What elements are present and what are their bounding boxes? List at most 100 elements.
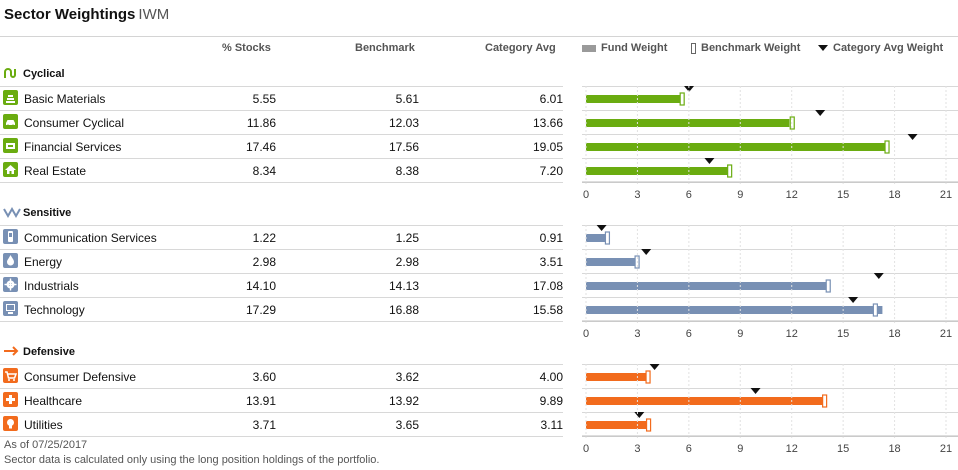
consumer-defensive-icon xyxy=(3,368,18,383)
benchmark-weight-marker xyxy=(789,116,795,130)
stocks-value: 5.55 xyxy=(252,92,276,106)
legend-benchmark: Benchmark Weight xyxy=(691,42,800,54)
category-value: 4.00 xyxy=(539,370,563,384)
sensitive-icon xyxy=(3,205,21,219)
fund-weight-bar xyxy=(586,397,825,405)
axis-tick-label: 6 xyxy=(686,443,692,455)
as-of-date: As of 07/25/2017 xyxy=(4,439,88,451)
axis-tick-label: 3 xyxy=(634,443,640,455)
category-value: 13.66 xyxy=(532,116,563,130)
axis-tick-label: 21 xyxy=(940,328,952,340)
row-divider-chart xyxy=(582,134,958,135)
fund-weight-bar xyxy=(586,282,828,290)
sector-name: Consumer Cyclical xyxy=(24,116,125,130)
benchmark-value: 8.38 xyxy=(395,164,419,178)
row-divider-chart xyxy=(582,182,958,183)
row-divider xyxy=(0,182,563,183)
legend-fund-label: Fund Weight xyxy=(601,42,668,54)
category-value: 0.91 xyxy=(539,231,563,245)
stocks-value: 17.29 xyxy=(245,303,276,317)
technology-icon xyxy=(3,301,18,316)
defensive-icon xyxy=(3,344,21,358)
axis-tick-label: 0 xyxy=(583,443,589,455)
axis-tick-label: 15 xyxy=(837,189,849,201)
category-value: 9.89 xyxy=(539,394,563,408)
benchmark-value: 1.25 xyxy=(395,231,419,245)
category-avg-swatch xyxy=(818,45,828,52)
col-header-benchmark: Benchmark xyxy=(355,42,415,54)
axis-tick-label: 18 xyxy=(888,443,900,455)
utilities-icon xyxy=(3,416,18,431)
benchmark-value: 16.88 xyxy=(388,303,419,317)
basic-materials-icon xyxy=(3,90,18,105)
axis-tick-label: 18 xyxy=(888,328,900,340)
row-divider xyxy=(0,110,563,111)
axis-tick-label: 21 xyxy=(940,443,952,455)
real-estate-icon xyxy=(3,162,18,177)
group-label-defensive: Defensive xyxy=(23,346,75,358)
row-divider xyxy=(0,388,563,389)
energy-icon xyxy=(3,253,18,268)
axis-tick-label: 3 xyxy=(634,189,640,201)
financial-services-icon xyxy=(3,138,18,153)
benchmark-value: 2.98 xyxy=(395,255,419,269)
benchmark-value: 3.65 xyxy=(395,418,419,432)
consumer-cyclical-icon xyxy=(3,114,18,129)
group-divider-chart xyxy=(582,86,958,87)
page-title: Sector Weightings IWM xyxy=(4,6,169,23)
benchmark-weight-marker xyxy=(645,370,651,384)
row-divider-chart xyxy=(582,388,958,389)
axis-tick-label: 0 xyxy=(583,328,589,340)
cyclical-icon xyxy=(3,66,21,80)
axis-tick-label: 9 xyxy=(737,443,743,455)
benchmark-weight-marker xyxy=(679,92,685,106)
stocks-value: 11.86 xyxy=(246,116,276,130)
row-divider xyxy=(0,273,563,274)
benchmark-value: 17.56 xyxy=(388,140,419,154)
sector-name: Healthcare xyxy=(24,394,83,408)
group-divider xyxy=(0,364,563,365)
fund-weight-bar xyxy=(586,306,883,314)
group-divider xyxy=(0,86,563,87)
fund-weight-bar xyxy=(586,95,682,103)
stocks-value: 14.10 xyxy=(245,279,276,293)
stocks-value: 3.71 xyxy=(252,418,276,432)
row-divider-chart xyxy=(582,273,958,274)
row-divider xyxy=(0,436,563,437)
industrials-icon xyxy=(3,277,18,292)
category-value: 3.51 xyxy=(539,255,563,269)
axis-tick-label: 21 xyxy=(940,189,952,201)
sector-name: Industrials xyxy=(24,279,79,293)
row-divider xyxy=(0,321,563,322)
row-divider xyxy=(0,412,563,413)
benchmark-weight-marker xyxy=(645,418,652,432)
benchmark-weight-marker xyxy=(872,303,878,317)
benchmark-weight-marker xyxy=(604,231,611,245)
group-label-cyclical: Cyclical xyxy=(23,68,65,80)
axis-tick-label: 0 xyxy=(583,189,589,201)
axis-tick-label: 18 xyxy=(888,189,900,201)
stocks-value: 8.34 xyxy=(252,164,276,178)
benchmark-weight-marker xyxy=(825,279,831,293)
stocks-value: 1.22 xyxy=(252,231,276,245)
benchmark-value: 12.03 xyxy=(388,116,419,130)
benchmark-weight-marker xyxy=(634,255,640,269)
stocks-value: 13.91 xyxy=(245,394,276,408)
group-divider xyxy=(0,225,563,226)
sector-name: Energy xyxy=(24,255,63,269)
row-divider-chart xyxy=(582,297,958,298)
fund-weight-bar xyxy=(586,119,790,127)
header-divider xyxy=(0,36,958,37)
fund-weight-bar xyxy=(586,373,648,381)
fund-weight-bar xyxy=(586,234,607,242)
category-value: 3.11 xyxy=(540,418,563,432)
axis-tick-label: 12 xyxy=(786,189,798,201)
stocks-value: 2.98 xyxy=(252,255,276,269)
benchmark-weight-marker xyxy=(884,140,890,154)
healthcare-icon xyxy=(3,392,18,407)
axis-tick-label: 6 xyxy=(686,328,692,340)
group-divider-chart xyxy=(582,225,958,226)
fund-weight-bar xyxy=(586,167,729,175)
fund-weight-bar xyxy=(586,258,638,266)
sector-name: Basic Materials xyxy=(24,92,106,106)
